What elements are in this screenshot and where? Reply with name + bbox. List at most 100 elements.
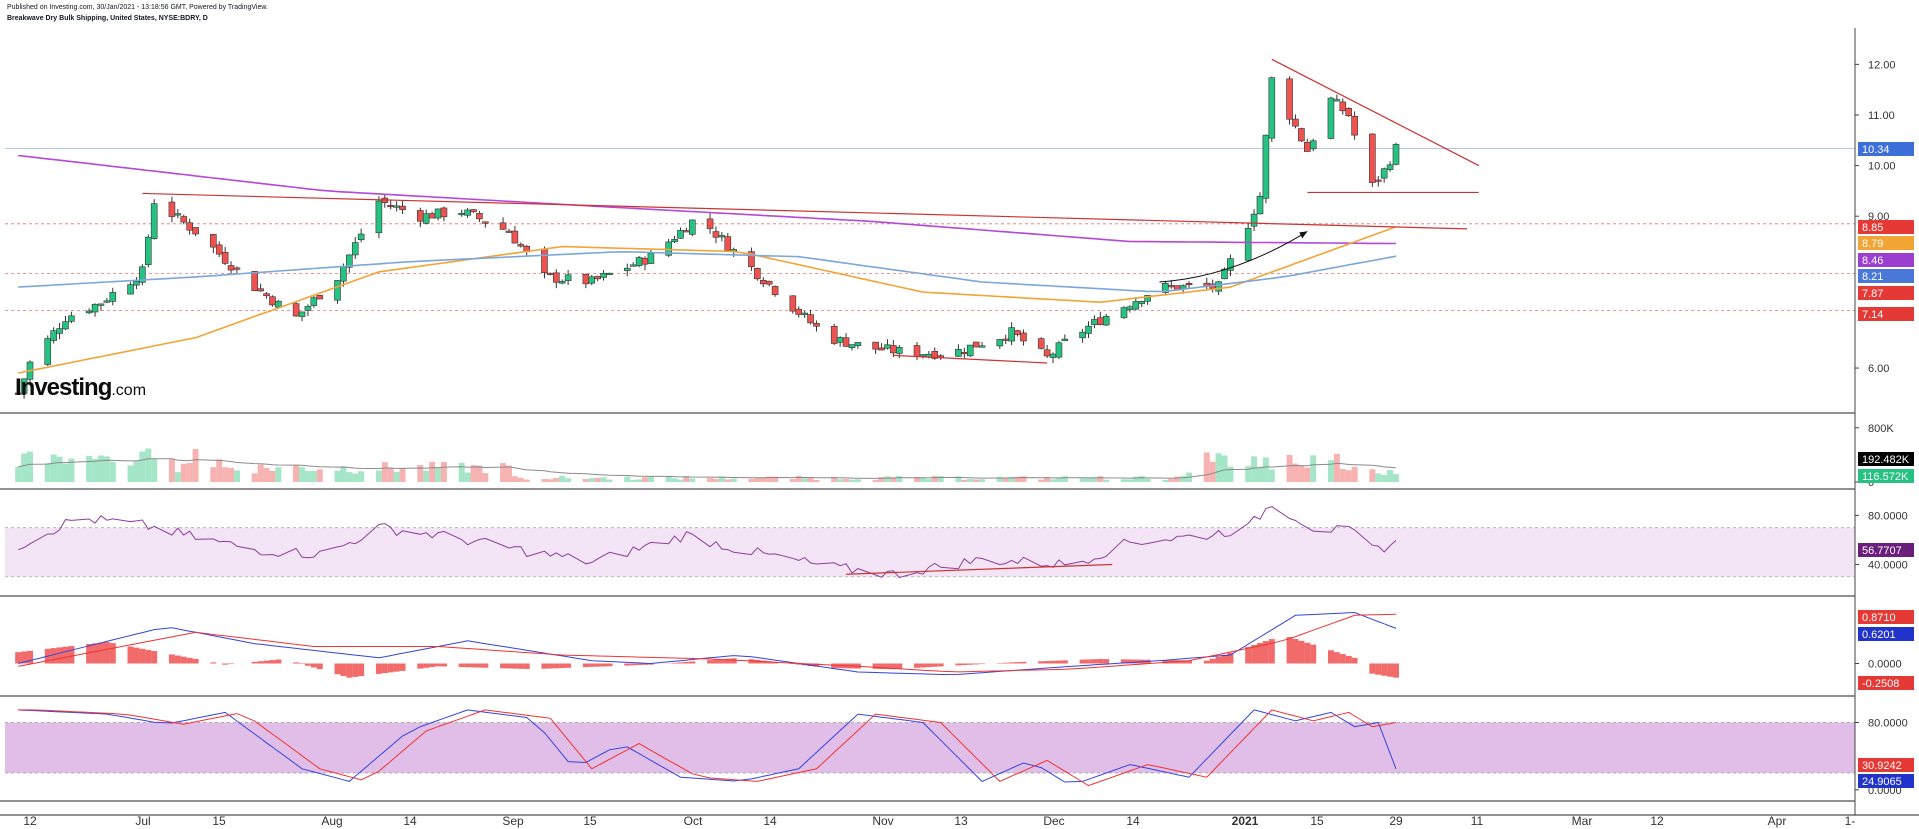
volume-bar [399,468,406,482]
candle-body [623,267,631,271]
volume-bar [139,451,146,482]
candle-body [298,311,306,317]
volume-bar [387,468,394,482]
volume-bar [27,451,33,482]
candle-body [606,272,613,275]
macd-histogram-bar [712,659,719,664]
price-levels [5,147,1855,311]
candle-body [505,230,513,233]
volume-bar [647,476,654,482]
volume-bar [795,475,802,482]
macd-histogram-bar [109,643,116,664]
volume-bar [133,460,140,482]
candle-body [1327,97,1335,139]
macd-badge: 0.8710 [1862,612,1896,624]
price-badge: 7.14 [1862,309,1883,321]
volume-bar [1002,478,1009,482]
volume-bar [44,463,51,482]
macd-histogram-bar [27,650,33,664]
price-badge: 10.34 [1862,144,1890,156]
volume-bar [1387,469,1394,482]
volume-bar [1339,468,1346,482]
y-tick-label: 800K [1868,423,1894,435]
macd-histogram-bar [1245,646,1252,664]
moving-average-line [18,250,1397,293]
candle-body [842,337,850,347]
macd-histogram-bar [476,663,483,668]
volume-bar [1061,476,1068,482]
volume-bar [724,479,731,482]
macd-histogram-bar [263,660,270,664]
candle-body [1132,301,1140,310]
candle-body [872,341,879,350]
candle-body [144,236,152,266]
macd-histogram-bar [1180,660,1187,664]
volume-bar [352,473,359,482]
macd-histogram-bar [423,663,430,668]
volume-bar [919,477,926,482]
volume-bar [1044,476,1051,482]
volume-bar [961,479,968,482]
candle-body [807,314,814,324]
candle-body [1303,141,1311,152]
x-tick-label: Nov [872,814,893,828]
candle-body [937,355,944,358]
macd-histogram-bar [689,661,696,664]
macd-histogram-bar [1262,641,1269,664]
macd-histogram-bar [795,663,802,665]
volume-bar [1375,473,1382,482]
macd-histogram-bar [896,663,903,669]
macd-histogram-bar [62,646,69,664]
macd-histogram-bar [151,651,158,664]
candle-body [1144,295,1151,302]
candle-body [771,286,779,296]
candle-body [795,308,803,315]
candle-body [139,266,146,283]
volume-bar [1038,479,1045,482]
volume-bar [92,458,99,482]
macd-histogram-bar [600,663,607,667]
macd-histogram-bar [1333,652,1340,664]
volume-bar [565,478,572,482]
candle-body [434,208,442,219]
macd-histogram-bar [1020,661,1027,664]
volume-bar [1381,475,1388,482]
x-tick-label: 12 [23,814,37,828]
candle-body [1008,327,1015,342]
candle-body [848,344,856,349]
macd-badge: -0.2508 [1862,678,1899,690]
volume-bar [1126,479,1133,482]
candle-body [387,204,395,208]
macd-histogram-bar [1103,659,1110,664]
x-tick-label: 29 [1389,814,1403,828]
volume-bar [429,461,436,482]
macd-histogram-bar [1132,659,1139,664]
volume-bar [340,466,347,482]
volume-bar [1180,476,1187,482]
volume-badge: 116.572K [1862,471,1909,483]
macd-histogram-bar [145,649,152,664]
candle-body [375,200,383,234]
macd-histogram-bar [429,663,436,668]
stochastic-d-line [18,709,1397,787]
volume-bar [677,479,684,482]
macd-histogram-bar [1292,638,1299,664]
macd-histogram-bar [1050,660,1057,664]
macd-histogram-bar [878,663,885,669]
macd-histogram-bar [304,663,311,666]
volume-bar [500,463,507,482]
candle-body [168,201,176,217]
volume-bar [216,459,223,482]
candle-body [1102,316,1110,326]
candle-body [600,273,607,278]
candle-body [221,252,229,264]
macd-histogram-bar [1126,659,1133,664]
trendlines [142,58,1480,575]
volume-bar [689,478,696,482]
macd-histogram-bar [1369,663,1376,674]
candle-body [706,218,714,229]
volume-bar [1120,479,1127,482]
candle-body [961,352,968,355]
macd-histogram-bar [624,663,631,666]
